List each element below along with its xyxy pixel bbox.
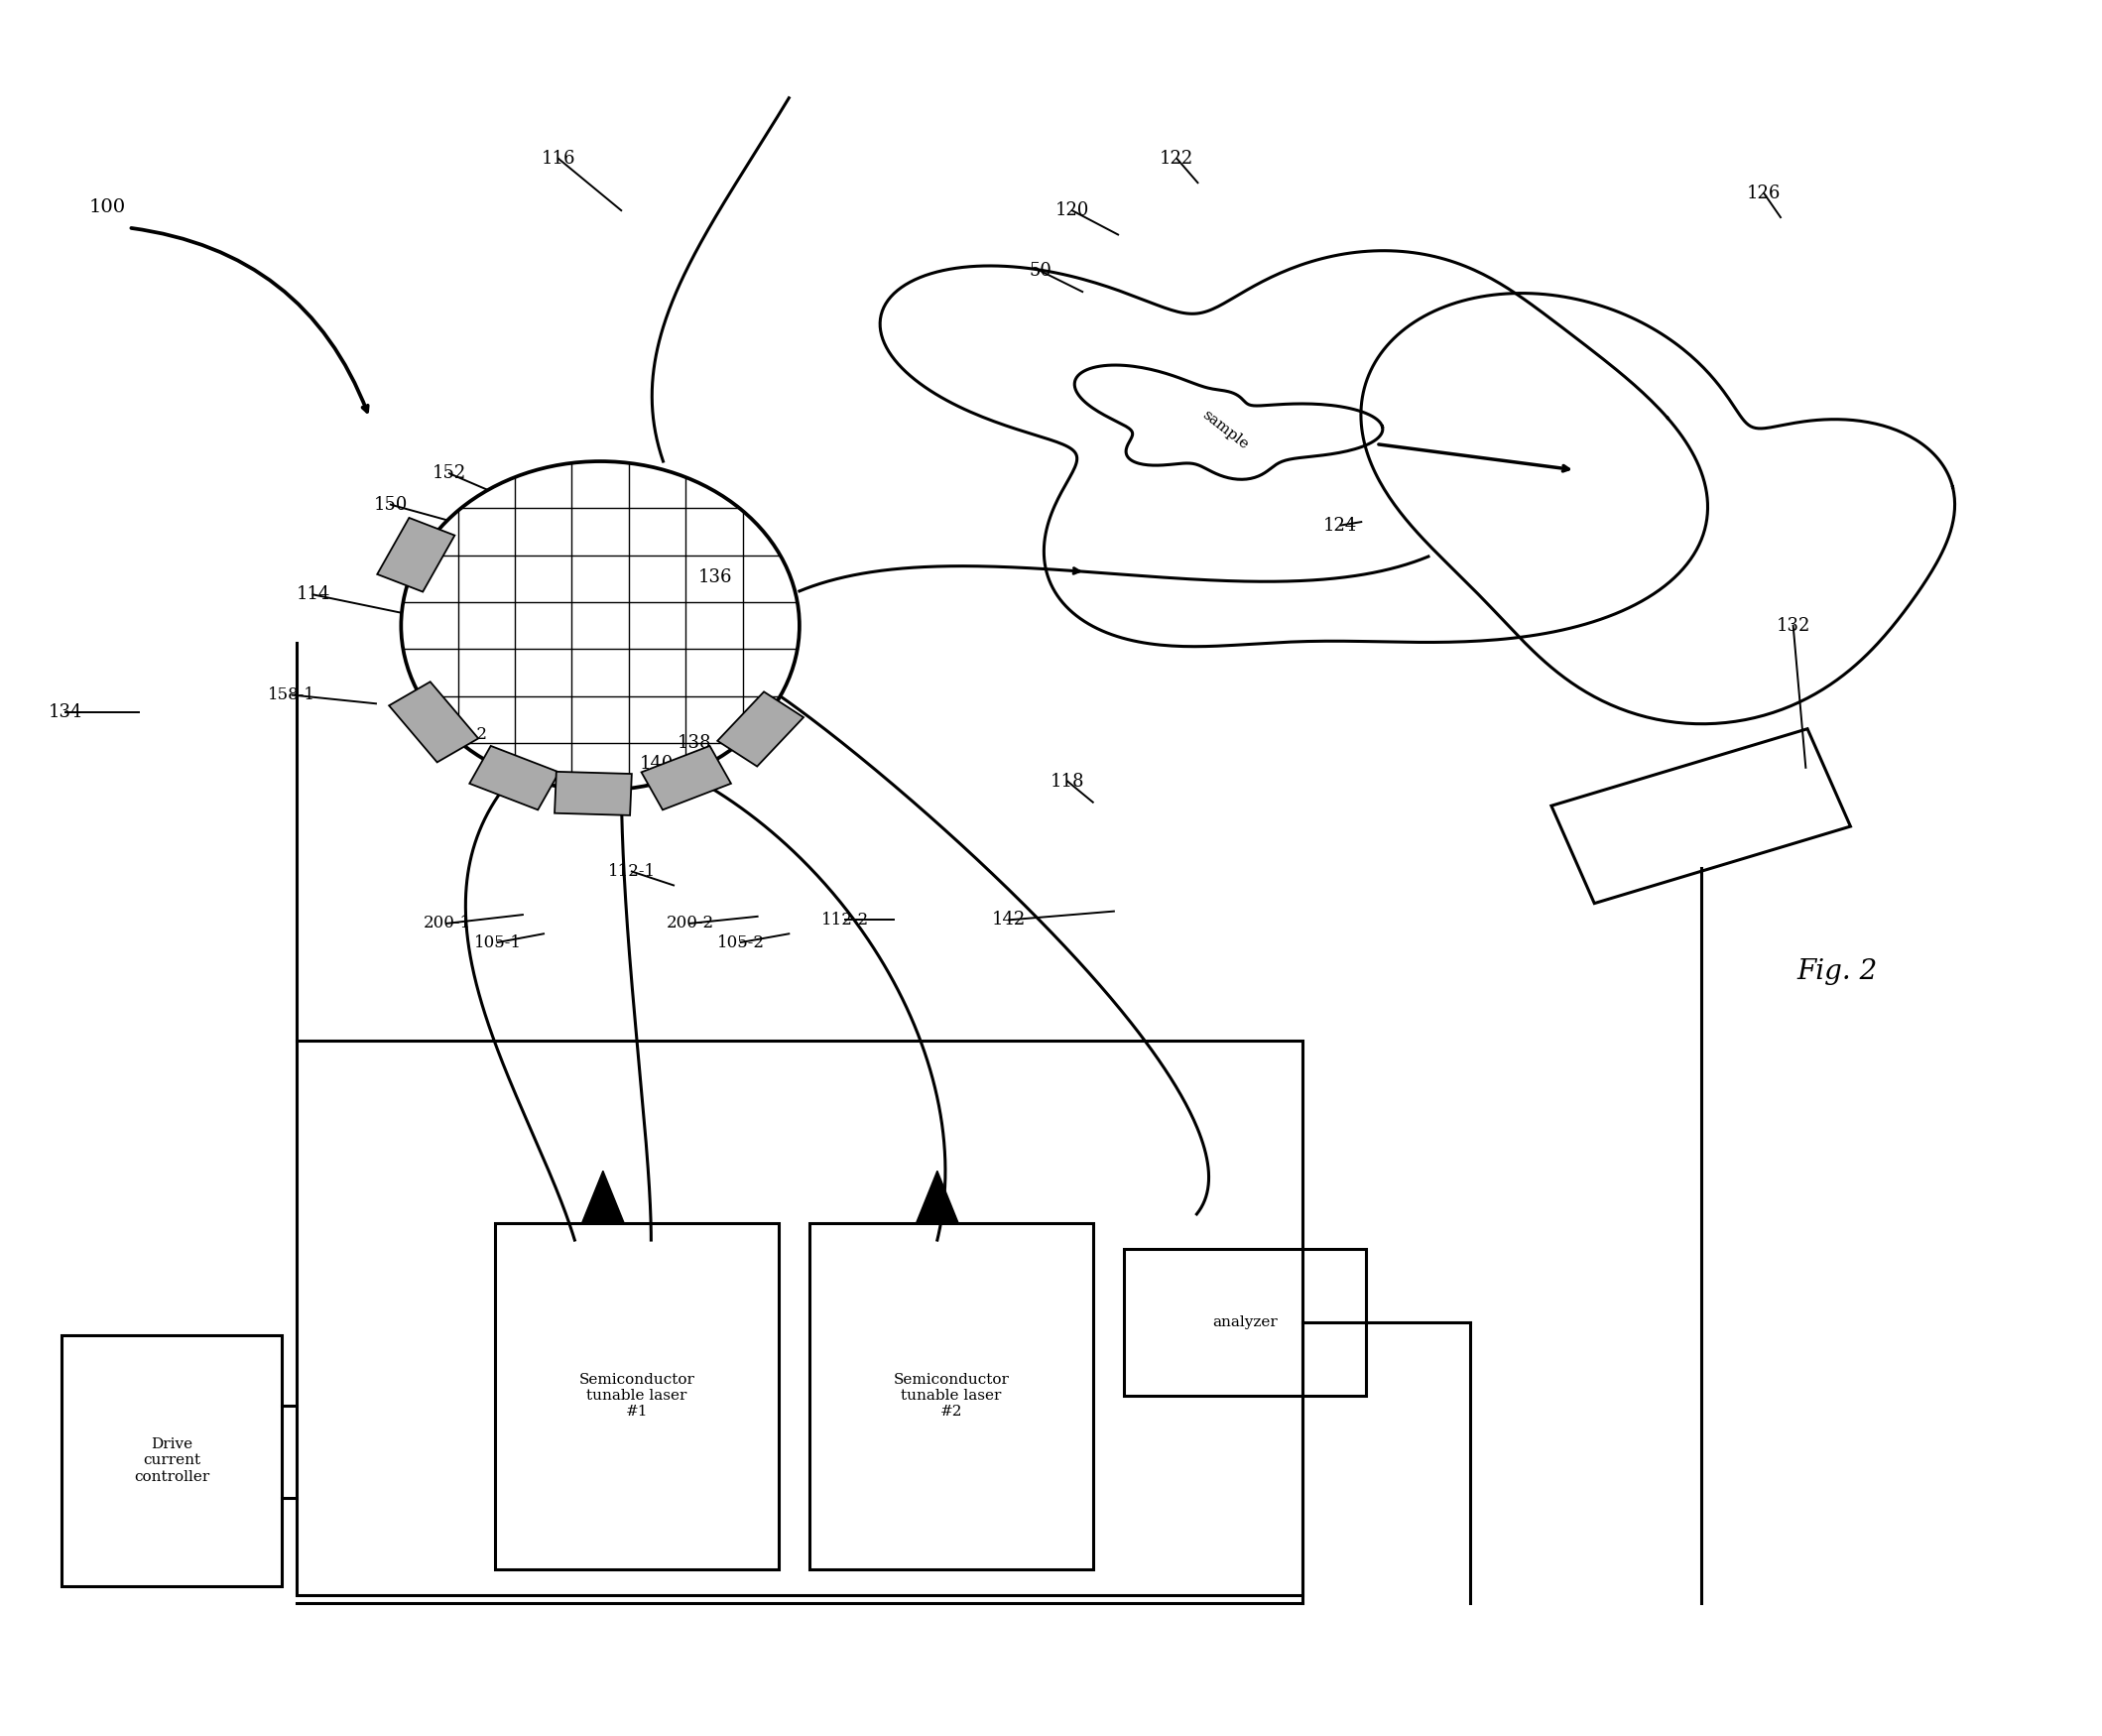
Text: 158-1: 158-1 xyxy=(269,686,315,703)
Text: 100: 100 xyxy=(88,198,126,215)
Text: 116: 116 xyxy=(540,149,576,167)
Text: Fig. 2: Fig. 2 xyxy=(1797,958,1877,986)
Text: 105-2: 105-2 xyxy=(717,934,765,951)
Text: 152: 152 xyxy=(433,465,467,483)
Bar xyxy=(296,1042,1303,1595)
Text: 158-2: 158-2 xyxy=(439,726,488,743)
Text: 134: 134 xyxy=(48,703,82,720)
Text: 122: 122 xyxy=(1160,149,1194,167)
Text: 142: 142 xyxy=(992,911,1026,929)
Polygon shape xyxy=(717,691,803,766)
Text: Semiconductor
tunable laser
#2: Semiconductor tunable laser #2 xyxy=(893,1373,1009,1418)
Text: 200-1: 200-1 xyxy=(423,915,471,932)
Bar xyxy=(61,1335,282,1587)
Text: Semiconductor
tunable laser
#1: Semiconductor tunable laser #1 xyxy=(578,1373,696,1418)
Text: 132: 132 xyxy=(1776,616,1810,635)
Text: 126: 126 xyxy=(1747,184,1780,201)
Polygon shape xyxy=(555,771,633,816)
Text: 118: 118 xyxy=(1051,773,1085,790)
Text: Drive
current
controller: Drive current controller xyxy=(135,1437,210,1484)
Bar xyxy=(809,1222,1093,1569)
Polygon shape xyxy=(916,1170,959,1222)
Bar xyxy=(1125,1248,1366,1396)
Text: 50: 50 xyxy=(1030,262,1051,279)
Text: 200-2: 200-2 xyxy=(666,915,715,932)
Text: 124: 124 xyxy=(1324,516,1358,535)
Text: analyzer: analyzer xyxy=(1213,1316,1278,1330)
Text: sample: sample xyxy=(1200,408,1251,453)
Text: 105-1: 105-1 xyxy=(473,934,521,951)
Polygon shape xyxy=(389,682,479,762)
Text: 136: 136 xyxy=(698,568,734,587)
Text: 138: 138 xyxy=(677,734,713,752)
Bar xyxy=(496,1222,778,1569)
Polygon shape xyxy=(582,1170,624,1222)
Polygon shape xyxy=(641,746,731,811)
Text: 120: 120 xyxy=(1055,201,1089,219)
Text: 150: 150 xyxy=(374,496,408,514)
Polygon shape xyxy=(469,746,559,811)
Circle shape xyxy=(401,462,799,790)
Text: 112-1: 112-1 xyxy=(607,863,656,880)
Polygon shape xyxy=(376,517,454,592)
Text: 112-2: 112-2 xyxy=(822,911,870,929)
Text: 114: 114 xyxy=(296,585,330,604)
Text: 140: 140 xyxy=(639,755,675,773)
